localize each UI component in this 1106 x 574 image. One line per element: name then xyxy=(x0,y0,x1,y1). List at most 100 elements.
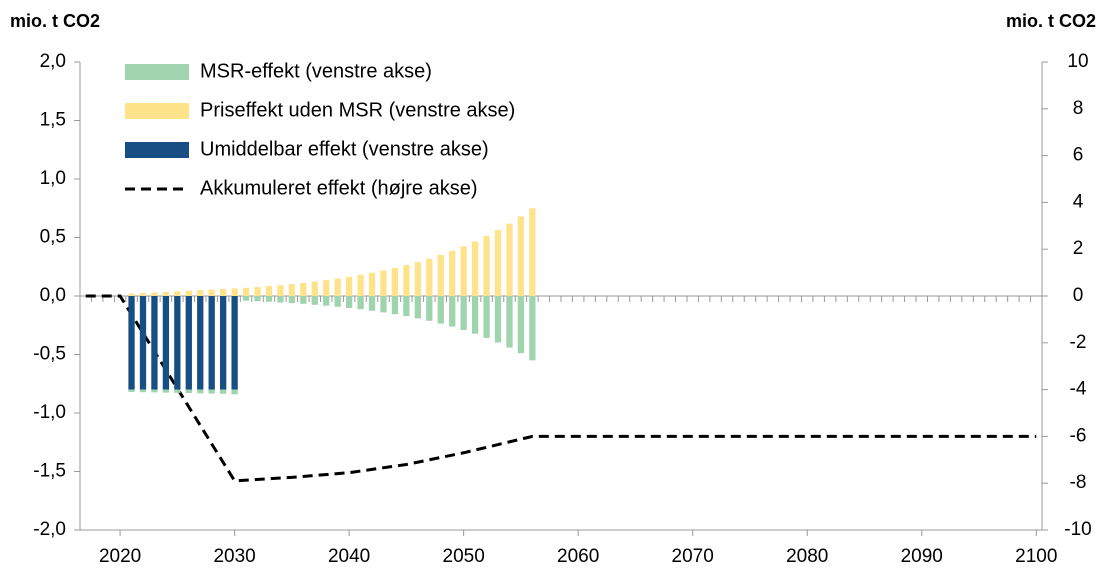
bar xyxy=(265,286,273,296)
bar xyxy=(494,230,502,296)
bar xyxy=(529,296,536,361)
y2-tick-label: 4 xyxy=(1073,191,1084,212)
bar xyxy=(471,296,479,334)
y-tick-label: -1,5 xyxy=(33,461,66,482)
y2-axis-label: mio. t CO2 xyxy=(1006,11,1096,31)
bar xyxy=(345,276,353,296)
x-tick-label: 2030 xyxy=(213,546,255,567)
bar xyxy=(288,284,296,296)
bar xyxy=(242,287,250,296)
y2-tick-label: 2 xyxy=(1073,238,1084,259)
bar xyxy=(197,389,204,394)
bar xyxy=(300,296,307,304)
bar xyxy=(174,389,181,393)
bar xyxy=(483,296,490,338)
y2-tick-label: -8 xyxy=(1070,472,1087,493)
bar xyxy=(208,389,215,394)
y-tick-label: 2,0 xyxy=(40,51,66,72)
bar xyxy=(494,296,502,343)
bar xyxy=(403,296,410,317)
y2-tick-label: 10 xyxy=(1067,51,1088,72)
bar xyxy=(174,296,181,390)
bar xyxy=(197,296,204,390)
y-tick-label: 0,0 xyxy=(40,285,66,306)
x-tick-label: 2020 xyxy=(99,546,141,567)
bar xyxy=(414,262,421,296)
bar xyxy=(139,293,147,296)
x-tick-label: 2080 xyxy=(786,546,828,567)
y2-tick-label: 8 xyxy=(1073,98,1084,119)
bar xyxy=(323,296,330,306)
bar xyxy=(151,296,158,390)
bar xyxy=(334,296,341,307)
bar xyxy=(517,216,525,296)
y-tick-label: -1,0 xyxy=(33,402,66,423)
bar xyxy=(277,296,284,303)
bar xyxy=(483,236,490,296)
bar xyxy=(426,258,433,296)
legend-swatch xyxy=(125,142,189,158)
bar xyxy=(403,265,410,296)
x-tick-label: 2090 xyxy=(901,546,943,567)
bar xyxy=(231,389,238,395)
bar xyxy=(506,223,513,296)
x-tick-label: 2060 xyxy=(557,546,599,567)
bar xyxy=(391,296,399,315)
bar xyxy=(300,282,307,296)
bar xyxy=(185,389,192,394)
bar xyxy=(128,293,135,296)
line xyxy=(85,294,1037,483)
bar xyxy=(220,288,227,296)
bar xyxy=(139,389,147,393)
x-tick-label: 2040 xyxy=(328,546,370,567)
bar xyxy=(254,296,261,302)
y-tick-label: -0,5 xyxy=(33,344,66,365)
legend-label: Akkumuleret effekt (højre akse) xyxy=(200,177,478,199)
bar xyxy=(449,250,456,296)
bar xyxy=(128,389,135,392)
bar xyxy=(449,296,456,327)
bar xyxy=(517,296,525,354)
bar xyxy=(437,296,444,324)
y-tick-label: 0,5 xyxy=(40,227,66,248)
y2-tick-label: -6 xyxy=(1070,425,1087,446)
bar xyxy=(311,281,318,296)
bar xyxy=(380,296,387,313)
bar xyxy=(162,296,170,390)
bar xyxy=(254,286,261,296)
bar xyxy=(208,289,215,296)
bar xyxy=(357,274,364,296)
bar xyxy=(197,290,204,296)
y-tick-label: -2,0 xyxy=(33,519,66,540)
bar xyxy=(220,296,227,390)
bar xyxy=(345,296,353,308)
y2-tick-label: -2 xyxy=(1070,332,1087,353)
bar xyxy=(368,272,376,296)
legend-label: MSR-effekt (venstre akse) xyxy=(200,60,432,82)
y-tick-label: 1,5 xyxy=(40,110,66,131)
bar xyxy=(128,296,135,390)
bar xyxy=(368,296,376,311)
bar xyxy=(242,296,250,301)
bar xyxy=(151,389,158,393)
bar xyxy=(185,296,192,390)
bar xyxy=(231,288,238,296)
y-axis-label: mio. t CO2 xyxy=(10,11,100,31)
bar xyxy=(529,208,536,296)
bar xyxy=(506,296,513,348)
bar xyxy=(460,246,467,296)
legend-swatch xyxy=(125,103,189,119)
y2-tick-label: 6 xyxy=(1073,145,1084,166)
legend-swatch xyxy=(125,64,189,80)
bar xyxy=(357,296,364,310)
bar xyxy=(162,291,170,296)
bar xyxy=(151,292,158,296)
bar xyxy=(323,280,330,296)
bar xyxy=(185,290,192,296)
legend-label: Umiddelbar effekt (venstre akse) xyxy=(200,138,489,160)
bar xyxy=(277,285,284,296)
bar xyxy=(334,278,341,296)
x-tick-label: 2070 xyxy=(672,546,714,567)
bar xyxy=(162,389,170,393)
